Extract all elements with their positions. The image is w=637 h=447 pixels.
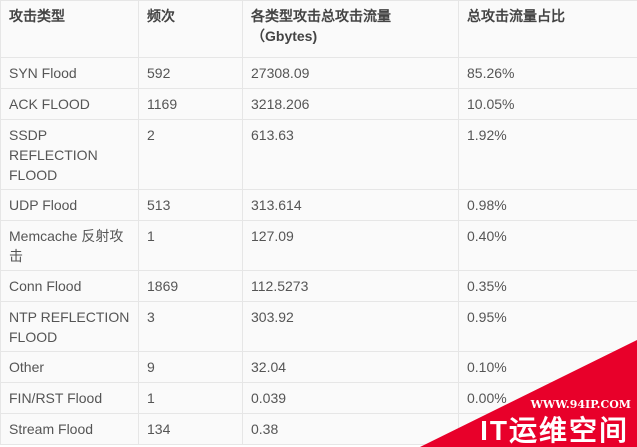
table-cell: 592 [138, 57, 243, 89]
table-cell: 32.04 [242, 351, 459, 383]
table-cell: 0.98% [458, 189, 637, 221]
table-cell: 27308.09 [242, 57, 459, 89]
table-cell: Conn Flood [0, 270, 139, 302]
table-cell: FIN/RST Flood [0, 382, 139, 414]
table-cell: 613.63 [242, 119, 459, 190]
table-cell: 1869 [138, 270, 243, 302]
table-cell: 1 [138, 220, 243, 271]
table-cell: UDP Flood [0, 189, 139, 221]
table-cell: 10.05% [458, 88, 637, 120]
table-cell: 303.92 [242, 301, 459, 352]
table-cell: SSDP REFLECTION FLOOD [0, 119, 139, 190]
column-header: 总攻击流量占比 [458, 0, 637, 58]
table-cell: 112.5273 [242, 270, 459, 302]
table-cell: 2 [138, 119, 243, 190]
column-header: 各类型攻击总攻击流量（Gbytes) [242, 0, 459, 58]
table-row: Stream Flood 134 0.38 [0, 413, 637, 445]
table-row: Conn Flood 1869 112.5273 0.35% [0, 270, 637, 302]
table-cell: 513 [138, 189, 243, 221]
table-row: UDP Flood 513 313.614 0.98% [0, 189, 637, 221]
table-cell: 3218.206 [242, 88, 459, 120]
column-header: 频次 [138, 0, 243, 58]
table-cell: 1169 [138, 88, 243, 120]
table-cell: SYN Flood [0, 57, 139, 89]
table-row: ACK FLOOD 1169 3218.206 10.05% [0, 88, 637, 120]
header-row: 攻击类型 频次 各类型攻击总攻击流量（Gbytes) 总攻击流量占比 [0, 0, 637, 58]
table-cell: 9 [138, 351, 243, 383]
table-cell: Stream Flood [0, 413, 139, 445]
table-cell: 0.35% [458, 270, 637, 302]
table-cell: 1 [138, 382, 243, 414]
table-cell: ACK FLOOD [0, 88, 139, 120]
table-cell: 3 [138, 301, 243, 352]
table-row: FIN/RST Flood 1 0.039 0.00% [0, 382, 637, 414]
table-cell: 85.26% [458, 57, 637, 89]
table-cell: 313.614 [242, 189, 459, 221]
table-cell: Memcache 反射攻击 [0, 220, 139, 271]
table-cell: 1.92% [458, 119, 637, 190]
table-cell: 0.00% [458, 382, 637, 414]
table-row: Memcache 反射攻击 1 127.09 0.40% [0, 220, 637, 271]
table-cell: Other [0, 351, 139, 383]
table-cell: 0.10% [458, 351, 637, 383]
table-cell: 134 [138, 413, 243, 445]
table-cell [458, 413, 637, 445]
table-row: SSDP REFLECTION FLOOD 2 613.63 1.92% [0, 119, 637, 190]
table-cell: 0.039 [242, 382, 459, 414]
table-cell: 0.38 [242, 413, 459, 445]
column-header: 攻击类型 [0, 0, 139, 58]
table-cell: NTP REFLECTION FLOOD [0, 301, 139, 352]
table-cell: 127.09 [242, 220, 459, 271]
table-cell: 0.40% [458, 220, 637, 271]
table-row: SYN Flood 592 27308.09 85.26% [0, 57, 637, 89]
table-cell: 0.95% [458, 301, 637, 352]
table-row: NTP REFLECTION FLOOD 3 303.92 0.95% [0, 301, 637, 352]
table-row: Other 9 32.04 0.10% [0, 351, 637, 383]
